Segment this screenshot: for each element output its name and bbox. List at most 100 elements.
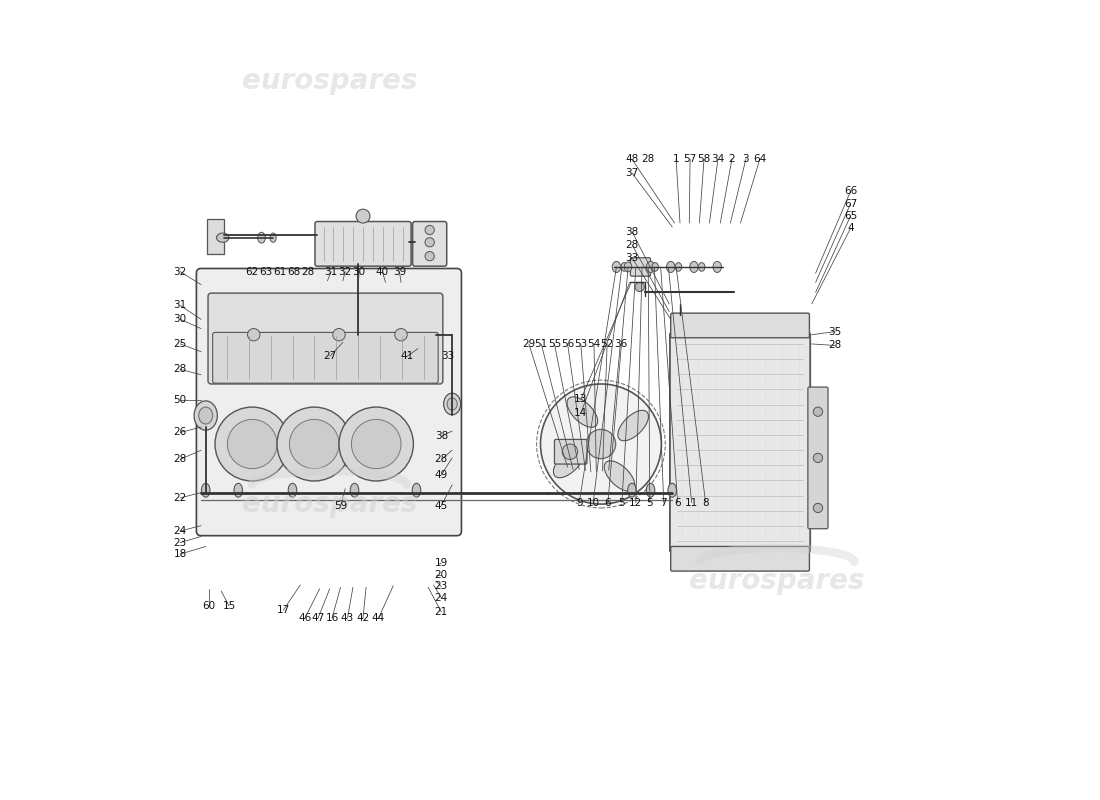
Text: 24: 24 (174, 526, 187, 536)
Text: 30: 30 (174, 314, 187, 324)
Text: 6: 6 (605, 498, 612, 507)
Text: 56: 56 (561, 339, 574, 349)
Ellipse shape (234, 483, 242, 497)
Text: 32: 32 (339, 266, 352, 277)
Text: 50: 50 (174, 395, 187, 405)
Ellipse shape (412, 483, 421, 497)
Text: 8: 8 (702, 498, 708, 507)
Ellipse shape (270, 233, 276, 242)
Text: 41: 41 (400, 351, 414, 362)
Circle shape (248, 329, 260, 341)
Text: 28: 28 (434, 454, 448, 465)
Text: 21: 21 (434, 607, 448, 617)
FancyBboxPatch shape (315, 222, 411, 266)
Ellipse shape (628, 483, 636, 497)
Text: 31: 31 (324, 266, 338, 277)
Text: 34: 34 (712, 154, 725, 164)
Circle shape (351, 419, 402, 469)
Ellipse shape (613, 262, 620, 273)
Text: 33: 33 (625, 253, 639, 262)
FancyBboxPatch shape (671, 546, 810, 571)
FancyBboxPatch shape (630, 258, 650, 276)
Text: 27: 27 (323, 351, 337, 362)
Text: 36: 36 (614, 339, 627, 349)
Text: 20: 20 (434, 570, 448, 580)
FancyBboxPatch shape (670, 332, 811, 553)
Ellipse shape (618, 410, 649, 441)
Circle shape (277, 407, 351, 481)
Text: 10: 10 (586, 498, 600, 507)
Text: 52: 52 (601, 339, 614, 349)
Text: 48: 48 (625, 154, 639, 164)
Text: 68: 68 (287, 266, 300, 277)
Circle shape (425, 238, 435, 247)
Text: 29: 29 (522, 339, 536, 349)
Text: 18: 18 (174, 549, 187, 559)
Circle shape (425, 226, 435, 234)
Text: 28: 28 (174, 364, 187, 374)
Text: eurospares: eurospares (242, 490, 417, 518)
Ellipse shape (288, 483, 297, 497)
Ellipse shape (698, 262, 705, 271)
Text: 13: 13 (574, 394, 587, 404)
Text: 5: 5 (618, 498, 625, 507)
Ellipse shape (257, 232, 265, 243)
Text: 54: 54 (587, 339, 601, 349)
Circle shape (635, 282, 645, 291)
Circle shape (813, 454, 823, 462)
Text: 44: 44 (372, 613, 385, 623)
Ellipse shape (667, 262, 675, 273)
Text: 51: 51 (535, 339, 548, 349)
Circle shape (562, 444, 578, 459)
Circle shape (228, 419, 277, 469)
Ellipse shape (647, 262, 654, 273)
Text: 17: 17 (276, 606, 289, 615)
Text: 57: 57 (683, 154, 696, 164)
Ellipse shape (668, 483, 676, 497)
Ellipse shape (217, 233, 229, 242)
Circle shape (289, 419, 339, 469)
Text: 40: 40 (376, 266, 389, 277)
Ellipse shape (586, 430, 616, 458)
Ellipse shape (199, 407, 212, 424)
Text: 23: 23 (434, 582, 448, 591)
Text: 62: 62 (245, 266, 258, 277)
Circle shape (813, 407, 823, 416)
Text: 7: 7 (660, 498, 667, 507)
Text: 39: 39 (393, 266, 406, 277)
Ellipse shape (647, 483, 654, 497)
Ellipse shape (713, 262, 722, 273)
Text: 9: 9 (576, 498, 583, 507)
Text: 33: 33 (441, 351, 454, 362)
Text: 58: 58 (697, 154, 711, 164)
Text: 28: 28 (828, 341, 842, 350)
Text: 38: 38 (625, 226, 639, 237)
Text: 31: 31 (174, 301, 187, 310)
Text: 67: 67 (844, 198, 857, 209)
Text: 45: 45 (434, 501, 448, 510)
Text: 4: 4 (847, 223, 854, 234)
Ellipse shape (553, 447, 584, 478)
Ellipse shape (620, 262, 627, 271)
Text: 65: 65 (844, 211, 857, 221)
Text: 35: 35 (828, 326, 842, 337)
Circle shape (425, 251, 435, 261)
Text: 59: 59 (334, 501, 348, 510)
Text: 53: 53 (574, 339, 587, 349)
Text: 38: 38 (434, 431, 448, 442)
Text: 2: 2 (728, 154, 735, 164)
Text: 28: 28 (641, 154, 654, 164)
Text: eurospares: eurospares (242, 66, 417, 94)
FancyBboxPatch shape (412, 222, 447, 266)
FancyBboxPatch shape (554, 439, 587, 464)
Ellipse shape (566, 397, 597, 427)
Ellipse shape (652, 262, 659, 271)
Circle shape (813, 503, 823, 513)
Ellipse shape (690, 262, 698, 273)
Ellipse shape (447, 398, 458, 410)
Text: 63: 63 (260, 266, 273, 277)
Text: 16: 16 (326, 613, 339, 623)
Text: 11: 11 (685, 498, 698, 507)
Text: 14: 14 (574, 408, 587, 418)
Text: 49: 49 (434, 470, 448, 480)
